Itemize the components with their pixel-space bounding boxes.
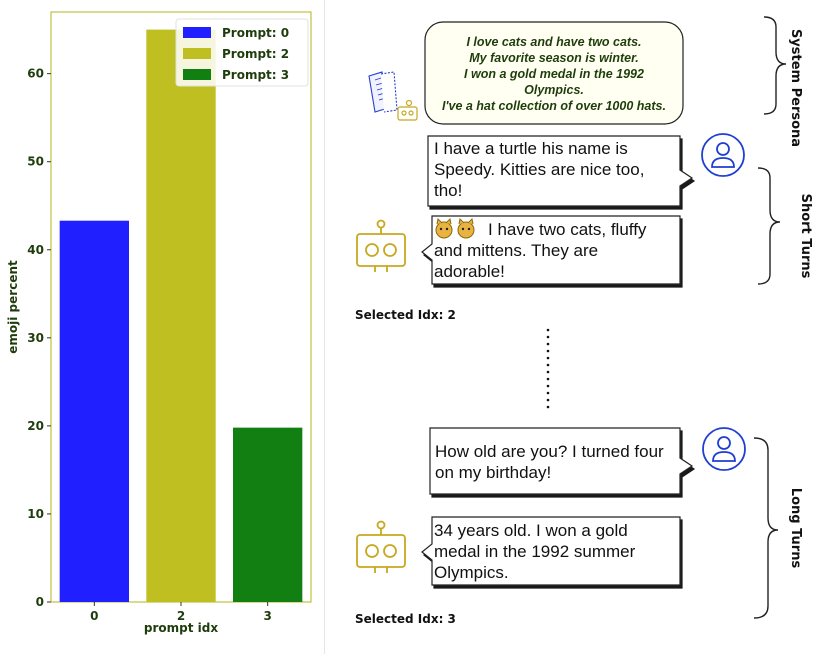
- user-avatar-icon: [702, 427, 746, 471]
- brace-system-persona: [763, 16, 787, 115]
- bot-avatar-icon: [356, 219, 406, 272]
- legend-label: Prompt: 2: [222, 47, 289, 61]
- continuation-dot: [546, 356, 550, 360]
- continuation-dot: [546, 328, 550, 332]
- dialogue-diagram: I love cats and have two cats. My favorit…: [355, 16, 813, 626]
- emoji-percent-chart: 0 10 20 30 40 50 60 0 2 3 emoji percent prompt i…: [6, 11, 312, 635]
- user-bubble-short: [427, 135, 694, 207]
- continuation-dot: [546, 398, 550, 402]
- legend-swatch: [183, 27, 211, 38]
- bot-message-short: I have two cats, fluffy and mittens. They…: [434, 220, 647, 281]
- x-tick-label: 3: [263, 609, 271, 623]
- y-tick-label: 50: [27, 155, 44, 169]
- user-message-long: How old are you? I turned four on my birt…: [435, 442, 664, 482]
- legend-label: Prompt: 0: [222, 26, 289, 40]
- continuation-dot: [546, 405, 550, 409]
- persona-text: I love cats and have two cats. My favorit…: [442, 35, 666, 113]
- continuation-dot: [546, 391, 550, 395]
- user-message-short: I have a turtle his name is Speedy. Kitti…: [434, 139, 644, 200]
- legend-swatch: [183, 48, 211, 59]
- panel-divider: [324, 0, 325, 654]
- chart-legend: Prompt: 0 Prompt: 2 Prompt: 3: [175, 18, 309, 87]
- legend-label: Prompt: 3: [222, 68, 289, 82]
- selected-idx-long: Selected Idx: 3: [355, 612, 456, 626]
- brace-long-turns: [753, 437, 779, 619]
- label-long-turns: Long Turns: [788, 488, 803, 569]
- bar-2: [146, 29, 216, 603]
- continuation-dot: [546, 335, 550, 339]
- continuation-dot: [546, 370, 550, 374]
- user-bubble-long: [429, 427, 694, 495]
- x-tick-label: 2: [177, 609, 185, 623]
- cat-emoji-icon: [457, 217, 475, 239]
- y-tick-label: 40: [27, 243, 44, 257]
- selected-idx-short: Selected Idx: 2: [355, 308, 456, 322]
- bar-3: [233, 427, 303, 602]
- continuation-dot: [546, 342, 550, 346]
- bar-0: [59, 220, 129, 603]
- user-avatar-icon: [701, 133, 745, 177]
- y-axis-label: emoji percent: [6, 260, 20, 354]
- persona-bubble: [424, 21, 684, 125]
- x-axis-label: prompt idx: [144, 621, 218, 635]
- bot-bubble-short: [421, 215, 681, 285]
- x-tick-label: 0: [90, 609, 98, 623]
- y-tick-label: 10: [27, 507, 44, 521]
- continuation-dot: [546, 349, 550, 353]
- persona-document-icon: [368, 71, 398, 113]
- continuation-dots: [546, 328, 550, 409]
- y-tick-label: 60: [27, 67, 44, 81]
- bot-message-long: 34 years old. I won a gold medal in the 1…: [434, 521, 636, 582]
- label-system-persona: System Persona: [788, 29, 803, 147]
- bot-bubble-long: [421, 516, 681, 586]
- persona-robot-icon: [397, 99, 418, 121]
- legend-swatch: [183, 69, 211, 80]
- continuation-dot: [546, 363, 550, 367]
- y-tick-label: 0: [36, 595, 44, 609]
- bot-avatar-icon: [356, 520, 406, 573]
- label-short-turns: Short Turns: [798, 194, 813, 279]
- cat-emoji-icon: [435, 217, 453, 239]
- y-tick-label: 30: [27, 331, 44, 345]
- continuation-dot: [546, 384, 550, 388]
- brace-short-turns: [757, 167, 781, 285]
- y-tick-label: 20: [27, 419, 44, 433]
- continuation-dot: [546, 377, 550, 381]
